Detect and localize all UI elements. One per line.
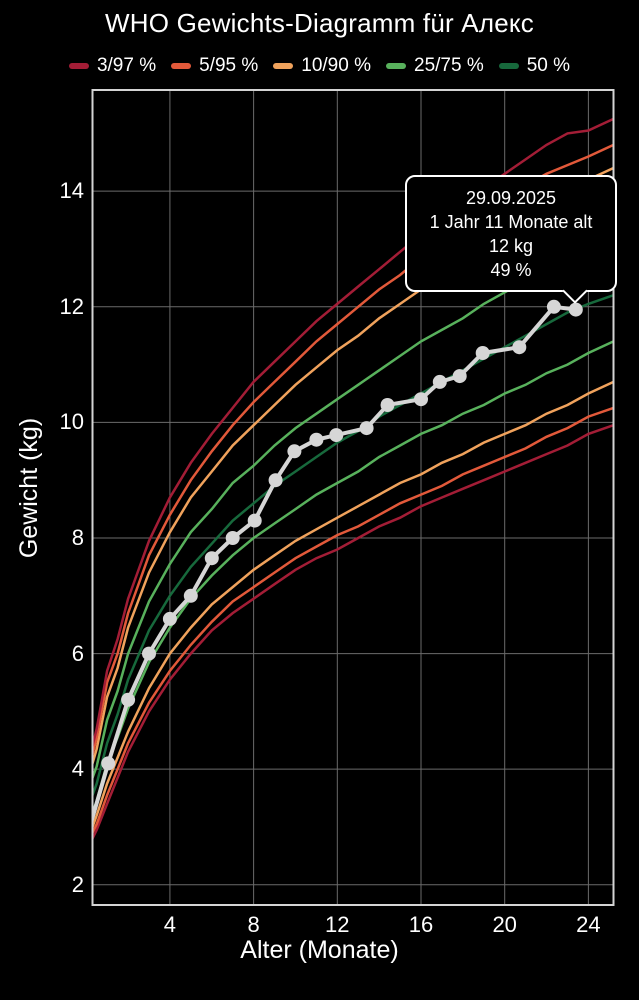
y-axis-title: Gewicht (kg) (15, 417, 43, 559)
legend-label: 50 % (526, 55, 571, 76)
legend-swatch-icon (273, 63, 294, 69)
legend-item[interactable]: 50 % (498, 55, 571, 77)
tooltip-age: 1 Jahr 11 Monate alt (429, 212, 593, 232)
data-point[interactable] (452, 369, 467, 384)
measurement-line (92, 304, 578, 825)
tooltip-percentile: 49 % (490, 260, 532, 280)
legend-label: 25/75 % (414, 55, 484, 76)
data-point[interactable] (287, 444, 302, 459)
legend-label: 5/95 % (199, 55, 259, 76)
data-point[interactable] (162, 611, 177, 626)
data-point[interactable] (268, 473, 283, 488)
legend: 3/97 % 5/95 % 10/90 % 25/75 % 50 % (0, 55, 639, 77)
x-tick-label: 20 (492, 912, 517, 937)
data-point[interactable] (329, 428, 344, 443)
percentile-curve-P10 (92, 380, 614, 829)
y-tick-label: 6 (71, 640, 84, 666)
legend-item[interactable]: 3/97 % (68, 55, 157, 77)
legend-swatch-icon (498, 63, 519, 69)
legend-item[interactable]: 25/75 % (386, 55, 484, 77)
data-point[interactable] (247, 513, 262, 528)
data-point[interactable] (183, 588, 198, 603)
legend-item[interactable]: 5/95 % (171, 55, 258, 77)
y-tick-label: 10 (59, 409, 84, 435)
percentile-curves (92, 117, 614, 840)
x-tick-label: 12 (325, 912, 350, 937)
x-axis-title: Alter (Monate) (240, 936, 399, 964)
percentile-curve-P25 (92, 340, 614, 814)
data-point[interactable] (142, 646, 156, 661)
data-point[interactable] (512, 340, 527, 355)
y-tick-label: 2 (71, 871, 84, 897)
measurement-series (92, 299, 583, 825)
tooltip-weight: 12 kg (488, 236, 534, 256)
data-point-tooltip: 29.09.2025 1 Jahr 11 Monate alt 12 kg 49… (405, 175, 617, 304)
data-point[interactable] (309, 432, 324, 447)
data-point[interactable] (225, 531, 240, 545)
data-point[interactable] (359, 421, 374, 436)
y-tick-label: 4 (71, 756, 84, 782)
data-point[interactable] (568, 302, 583, 317)
x-tick-label: 4 (163, 912, 177, 937)
data-point[interactable] (414, 392, 428, 407)
data-point[interactable] (475, 346, 490, 360)
plot-border (91, 89, 615, 906)
percentile-curve-P97 (92, 117, 614, 748)
y-tick-label: 8 (71, 524, 84, 550)
data-point[interactable] (546, 299, 561, 314)
legend-item[interactable]: 10/90 % (273, 55, 371, 77)
x-tick-label: 24 (576, 912, 601, 937)
percentile-curve-P3 (92, 423, 614, 840)
x-tick-label: 16 (408, 912, 434, 937)
legend-label: 10/90 % (301, 55, 371, 76)
legend-swatch-icon (68, 63, 89, 69)
x-tick-label: 8 (247, 912, 260, 937)
y-tick-label: 14 (59, 178, 84, 204)
y-tick-label: 12 (59, 293, 84, 319)
chart-title: WHO Gewichts-Diagramm für Алекс (105, 8, 534, 38)
data-point[interactable] (121, 692, 136, 707)
percentile-curve-P50 (92, 293, 614, 797)
legend-swatch-icon (386, 63, 406, 69)
data-point[interactable] (432, 374, 447, 389)
percentile-curve-P5 (92, 406, 614, 834)
data-point[interactable] (204, 551, 219, 566)
legend-swatch-icon (171, 63, 192, 69)
data-point[interactable] (101, 756, 116, 771)
tooltip-date: 29.09.2025 (465, 188, 557, 208)
legend-label: 3/97 % (96, 55, 157, 76)
data-point[interactable] (380, 398, 395, 412)
percentile-curve-P75 (92, 230, 614, 780)
